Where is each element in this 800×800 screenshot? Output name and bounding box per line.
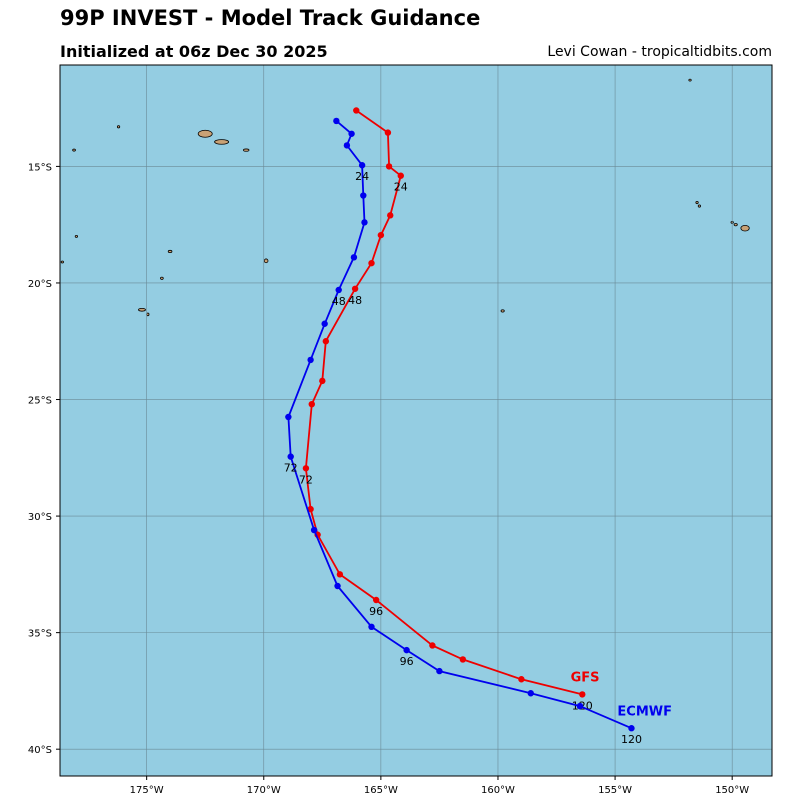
ecmwf-track-point [361,219,368,226]
island-atiu [697,204,701,208]
island-upolu [214,139,230,145]
chart-title: 99P INVEST - Model Track Guidance [60,6,481,30]
ecmwf-track-point [358,162,366,169]
gfs-track-point [322,338,330,345]
ecmwf-track: 24 48 72 96 120 ECMWF [284,117,672,746]
lon-tick-label: 165°W [364,785,398,796]
ecmwf-track-point [343,142,351,149]
ecmwf-hour-label: 120 [621,733,642,746]
gfs-track-line [304,109,583,696]
lat-tick-label: 20°S [28,279,52,290]
ecmwf-track-point [576,702,584,710]
gfs-track-point [579,691,586,698]
ecmwf-hour-label: 24 [355,170,369,183]
ecmwf-track-point [321,320,328,327]
lat-tick-label: 35°S [28,629,52,640]
gfs-hour-label: 48 [348,294,362,307]
ocean-background [60,65,772,776]
gfs-track-point [368,259,375,267]
ecmwf-track-point [287,453,294,460]
axis-ticks: 175°W 170°W 165°W 160°W 155°W 150°W 15°S 20°S 25… [28,162,749,796]
lon-tick-label: 175°W [130,785,164,796]
gfs-track-point [308,400,315,408]
ecmwf-model-label: ECMWF [617,704,672,719]
gfs-track-point [387,212,394,219]
lon-tick-label: 170°W [247,785,281,796]
lon-tick-label: 155°W [598,785,632,796]
ecmwf-track-point [628,725,635,732]
island-tetiaroa [695,200,699,205]
ecmwf-hour-label: 48 [332,295,346,308]
ecmwf-track-point [307,356,314,364]
grid-lines [60,65,772,776]
ecmwf-track-point [334,582,341,590]
island-futuna [72,148,76,152]
ecmwf-track-point [285,413,292,421]
ecmwf-track-point [333,117,340,125]
gfs-track-point [372,596,380,604]
gfs-hour-label: 72 [299,473,313,486]
lon-tick-label: 150°W [715,785,749,796]
gfs-track-point [353,107,360,114]
land-layer [60,78,750,317]
lat-tick-label: 30°S [28,512,52,523]
gfs-hour-label: 96 [369,605,383,618]
gfs-track-point [307,505,314,513]
map-frame [59,64,773,777]
island-small-w2 [60,260,64,264]
gfs-track-point [384,129,392,136]
island-moorea [733,223,738,227]
lat-tick-label: 40°S [28,745,52,756]
ecmwf-track-point [436,667,443,675]
gfs-model-label: GFS [571,671,600,686]
island-savaii [197,129,213,138]
island-tongatapu [138,307,146,312]
gfs-track-point [397,172,404,179]
island-tahiti [740,224,750,232]
gfs-track-point [385,163,393,170]
ecmwf-track-point [360,192,367,199]
ecmwf-hour-label: 96 [400,655,414,668]
gfs-track-point [302,465,310,472]
ecmwf-track-point [527,690,534,697]
gfs-track: 24487296120GFS [299,107,600,712]
gfs-track-point [377,231,385,239]
island-tutuila [242,148,250,152]
island-small-w1 [74,234,78,238]
island-niue [263,258,269,264]
ecmwf-track-point [403,646,410,654]
gfs-track-point [351,285,359,292]
gfs-track-point [319,377,326,385]
ecmwf-track-point [350,254,358,261]
ecmwf-track-point [348,130,355,137]
ecmwf-track-point [335,286,342,294]
lon-tick-label: 160°W [481,785,515,796]
lat-tick-label: 15°S [28,162,52,173]
lat-tick-label: 25°S [28,396,52,407]
credit-text: Levi Cowan - tropicaltidbits.com [547,44,772,60]
island-eua [146,312,150,317]
ecmwf-track-point [368,623,375,631]
ecmwf-hour-label: 72 [284,462,298,475]
ecmwf-track-line [287,120,632,730]
island-rarotonga [500,309,505,313]
init-time: Initialized at 06z Dec 30 2025 [60,42,328,61]
gfs-track-point [336,571,344,578]
gfs-track-point [459,656,467,663]
island-wallis [116,125,121,129]
gfs-track-point [429,642,436,649]
island-haapai [160,276,164,280]
island-vavau [167,249,173,254]
gfs-hour-label: 24 [394,181,408,194]
island-small-n [688,78,692,82]
ecmwf-track-point [310,526,318,534]
gfs-track-point [518,676,525,683]
